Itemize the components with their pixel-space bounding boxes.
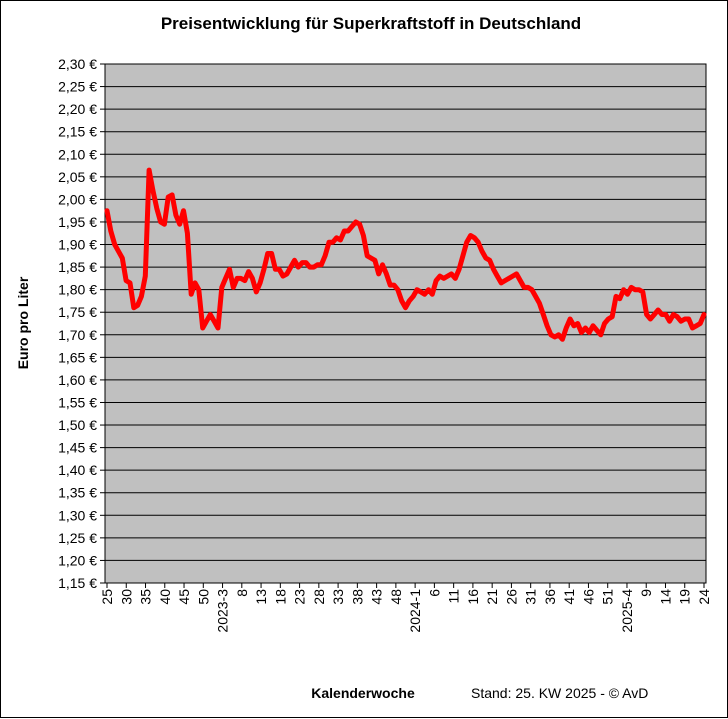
y-tick-label: 1,30 € xyxy=(58,507,97,523)
y-tick-label: 2,00 € xyxy=(58,191,97,207)
x-axis-label: Kalenderwoche xyxy=(311,685,415,701)
x-tick-label: 25 xyxy=(99,589,115,605)
x-tick-label: 21 xyxy=(484,589,500,605)
x-tick-label: 30 xyxy=(118,589,134,605)
series-layer xyxy=(104,167,707,342)
y-axis-ticks: 1,15 € 1,20 € 1,25 € 1,30 € 1,35 € 1,40 € 1,45… xyxy=(58,56,105,591)
chart-title: Preisentwicklung für Superkraftstoff in … xyxy=(161,14,581,33)
y-tick-label: 1,80 € xyxy=(58,282,97,298)
x-tick-label: 8 xyxy=(234,589,250,597)
y-tick-label: 1,15 € xyxy=(58,575,97,591)
x-tick-label: 26 xyxy=(503,589,519,605)
x-tick-label: 45 xyxy=(176,589,192,605)
y-tick-label: 1,40 € xyxy=(58,462,97,478)
y-tick-label: 1,85 € xyxy=(58,259,97,275)
x-tick-label: 23 xyxy=(292,589,308,605)
y-tick-label: 1,20 € xyxy=(58,552,97,568)
x-tick-label: 40 xyxy=(157,589,173,605)
x-tick-label: 50 xyxy=(195,589,211,605)
x-tick-label: 16 xyxy=(465,589,481,605)
x-tick-label: 28 xyxy=(311,589,327,605)
y-tick-label: 1,25 € xyxy=(58,530,97,546)
x-tick-label: 36 xyxy=(542,589,558,605)
x-tick-label: 43 xyxy=(369,589,385,605)
x-tick-label: 11 xyxy=(446,589,462,604)
x-tick-label: 41 xyxy=(561,589,577,605)
x-tick-label: 18 xyxy=(272,589,288,605)
x-tick-label: 38 xyxy=(349,589,365,605)
y-tick-label: 1,55 € xyxy=(58,394,97,410)
x-tick-label: 2024-1 xyxy=(407,589,423,633)
y-tick-label: 2,25 € xyxy=(58,79,97,95)
y-tick-label: 2,15 € xyxy=(58,124,97,140)
x-tick-label: 51 xyxy=(600,589,616,605)
y-tick-label: 2,05 € xyxy=(58,169,97,185)
y-tick-label: 2,30 € xyxy=(58,56,97,72)
x-tick-label: 31 xyxy=(523,589,539,605)
x-tick-label: 6 xyxy=(426,589,442,597)
series-line-superkraftstoff xyxy=(104,167,707,342)
x-tick-label: 2025-4 xyxy=(619,589,635,633)
x-tick-label: 13 xyxy=(253,589,269,605)
y-tick-label: 1,95 € xyxy=(58,214,97,230)
x-tick-label: 2023-3 xyxy=(215,589,231,633)
plot-area xyxy=(104,63,707,584)
footer-credit: Stand: 25. KW 2025 - © AvD xyxy=(471,685,648,701)
y-tick-label: 1,35 € xyxy=(58,485,97,501)
y-tick-label: 1,45 € xyxy=(58,440,97,456)
x-tick-label: 24 xyxy=(696,589,712,605)
x-tick-label: 33 xyxy=(330,589,346,605)
y-tick-label: 1,65 € xyxy=(58,349,97,365)
x-tick-label: 14 xyxy=(657,589,673,605)
gridlines xyxy=(105,63,706,584)
y-tick-label: 1,90 € xyxy=(58,237,97,253)
x-axis-ticks: 25 30 35 40 45 50 2023-3 8 13 18 23 28 33 38 43 48 2024-… xyxy=(99,583,712,633)
y-tick-label: 1,60 € xyxy=(58,372,97,388)
x-tick-label: 35 xyxy=(138,589,154,605)
x-tick-label: 19 xyxy=(677,589,693,605)
y-tick-label: 1,75 € xyxy=(58,304,97,320)
x-tick-label: 46 xyxy=(580,589,596,605)
y-axis-label: Euro pro Liter xyxy=(15,276,31,369)
y-tick-label: 1,70 € xyxy=(58,327,97,343)
x-tick-label: 48 xyxy=(388,589,404,605)
y-tick-label: 2,20 € xyxy=(58,101,97,117)
x-tick-label: 9 xyxy=(638,589,654,597)
y-tick-label: 1,50 € xyxy=(58,417,97,433)
y-tick-label: 2,10 € xyxy=(58,146,97,162)
